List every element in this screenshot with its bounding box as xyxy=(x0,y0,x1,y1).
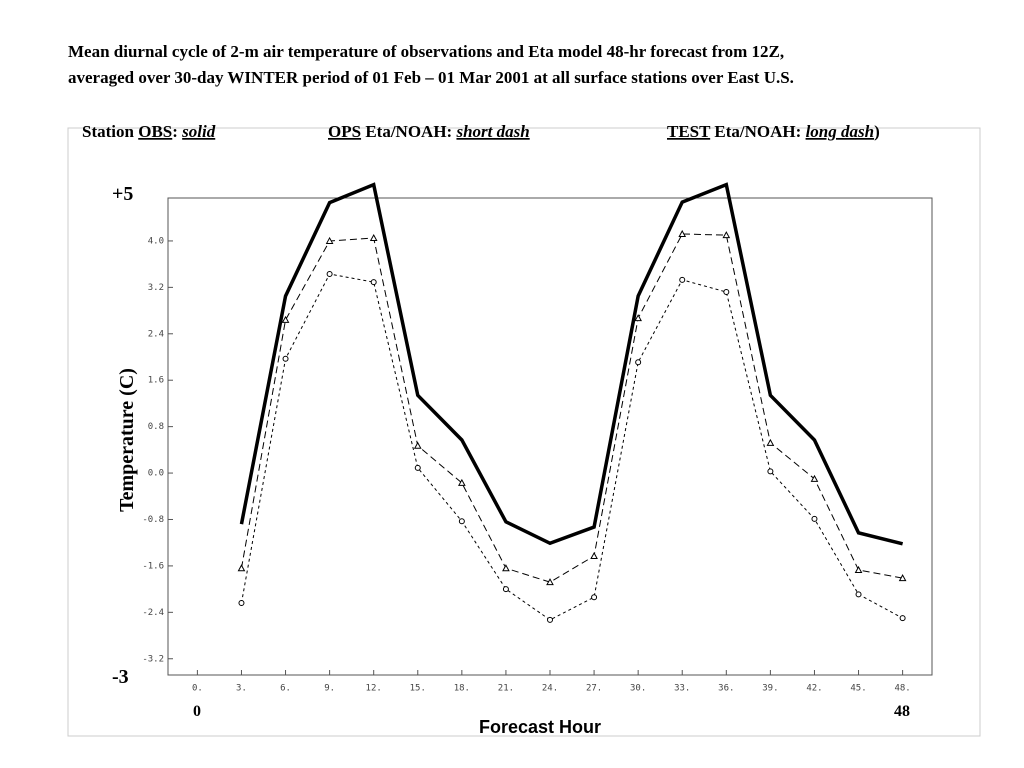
annotation: 48 xyxy=(894,703,910,720)
x-tick-label: 21. xyxy=(498,684,514,694)
point xyxy=(502,586,509,593)
y-axis-label: Temperature (C) xyxy=(116,368,138,512)
point xyxy=(810,474,819,482)
point xyxy=(723,289,730,296)
point xyxy=(899,615,906,622)
point xyxy=(282,355,289,362)
x-axis-label: Forecast Hour xyxy=(479,717,601,737)
legend-text: OBS xyxy=(138,122,172,141)
point xyxy=(634,314,642,322)
legend-text: solid xyxy=(181,122,216,141)
legend-text: Eta/NOAH: xyxy=(710,122,805,141)
x-tick-label: 6. xyxy=(280,684,291,694)
y-tick-label: 0.0 xyxy=(148,469,164,479)
y-tick-label: -1.6 xyxy=(142,561,164,571)
y-tick-label: -3.2 xyxy=(142,654,164,664)
point xyxy=(811,515,818,522)
point xyxy=(590,551,598,560)
point xyxy=(679,276,686,283)
point xyxy=(898,574,907,582)
y-tick-label: 0.8 xyxy=(148,422,164,432)
x-tick-label: 3. xyxy=(236,684,247,694)
point xyxy=(238,600,245,607)
point xyxy=(325,236,334,244)
y-tick-label: 2.4 xyxy=(148,329,164,339)
point xyxy=(414,464,421,471)
point xyxy=(458,478,466,486)
legend-text: short dash xyxy=(455,122,529,141)
x-tick-label: 30. xyxy=(630,684,646,694)
legend-text: Eta/NOAH: xyxy=(361,122,456,141)
legend-text: TEST xyxy=(667,122,711,141)
legend-entry: Station OBS: solid xyxy=(82,122,216,141)
point xyxy=(370,279,377,286)
series-line xyxy=(240,233,903,583)
y-tick-label: 3.2 xyxy=(148,283,164,293)
annotation: -3 xyxy=(112,666,129,688)
point xyxy=(547,616,553,623)
legend-entry: TEST Eta/NOAH: long dash) xyxy=(667,122,880,141)
x-tick-label: 45. xyxy=(850,684,866,694)
point xyxy=(237,564,246,572)
y-tick-label: -2.4 xyxy=(142,608,164,618)
point xyxy=(413,441,422,449)
point xyxy=(458,518,465,525)
y-tick-label: -0.8 xyxy=(142,515,164,525)
point xyxy=(326,271,333,278)
panel xyxy=(67,127,981,737)
point xyxy=(722,231,731,239)
y-tick-label: 4.0 xyxy=(148,236,164,246)
legend-text: ) xyxy=(874,122,880,141)
x-tick-label: 27. xyxy=(586,684,602,694)
x-tick-label: 39. xyxy=(762,684,778,694)
point xyxy=(678,229,687,237)
point xyxy=(369,233,378,242)
x-tick-label: 48. xyxy=(894,684,910,694)
point xyxy=(502,564,510,572)
point xyxy=(635,359,642,366)
point xyxy=(854,565,863,573)
point xyxy=(855,591,862,598)
x-tick-label: 15. xyxy=(410,684,426,694)
point xyxy=(767,468,774,475)
x-tick-label: 0. xyxy=(192,684,203,694)
x-tick-label: 36. xyxy=(718,684,734,694)
point xyxy=(281,315,290,323)
legend-text: Station xyxy=(82,122,138,141)
legend-text: : xyxy=(172,122,182,141)
x-tick-label: 33. xyxy=(674,684,690,694)
series-line xyxy=(239,182,904,546)
annotation: +5 xyxy=(112,183,133,205)
chart-title: averaged over 30-day WINTER period of 01… xyxy=(68,68,794,87)
x-tick-label: 12. xyxy=(366,684,382,694)
annotation: 0 xyxy=(193,703,201,720)
legend-entry: OPS Eta/NOAH: short dash xyxy=(328,122,530,141)
x-tick-label: 9. xyxy=(324,684,335,694)
y-tick-label: 1.6 xyxy=(148,376,164,386)
point xyxy=(766,438,775,446)
series-line xyxy=(240,273,903,621)
chart-title: Mean diurnal cycle of 2-m air temperatur… xyxy=(68,42,784,61)
x-tick-label: 42. xyxy=(806,684,822,694)
point xyxy=(546,578,554,586)
point xyxy=(591,594,598,601)
x-tick-label: 18. xyxy=(454,684,470,694)
legend-text: OPS xyxy=(328,122,361,141)
x-tick-label: 24. xyxy=(542,684,558,694)
legend-text: long dash xyxy=(806,122,875,141)
